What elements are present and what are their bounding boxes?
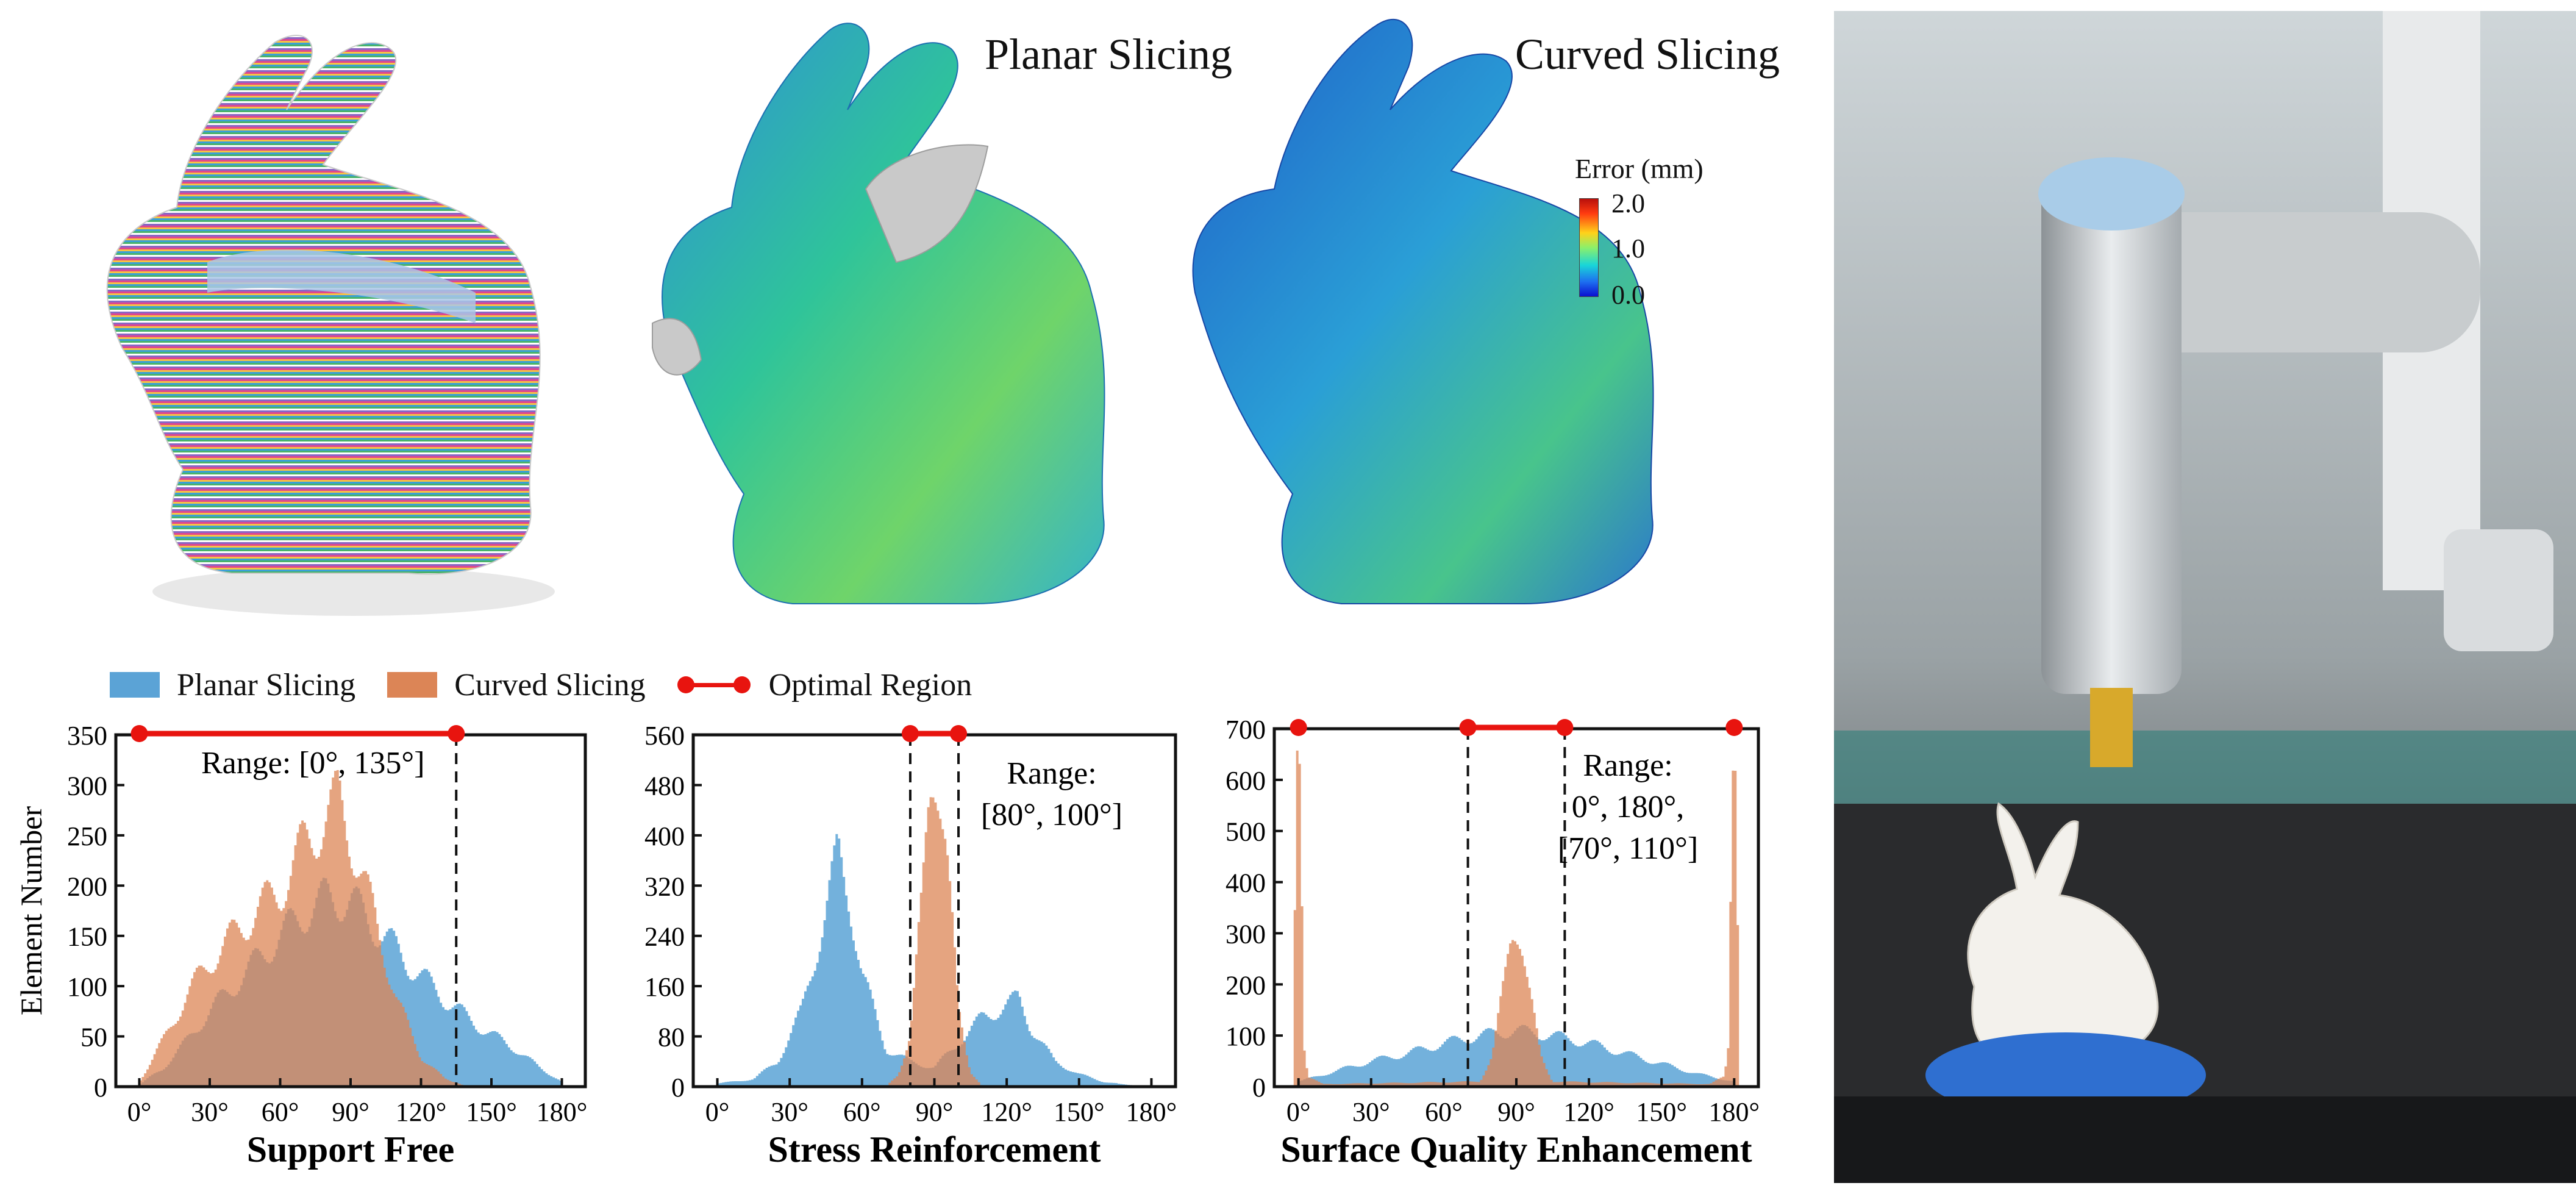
chart3-xtick-label: 60° bbox=[1425, 1097, 1463, 1127]
chart1-xtick-label: 30° bbox=[191, 1097, 229, 1127]
chart3-optimal-point bbox=[1556, 719, 1574, 736]
legend-curved-swatch bbox=[387, 672, 438, 698]
chart2-xtick-label: 120° bbox=[981, 1097, 1032, 1127]
chart3-ytick-label: 300 bbox=[1226, 919, 1266, 949]
chart2-xtick-label: 0° bbox=[705, 1097, 730, 1127]
chart1-ytick-label: 150 bbox=[67, 922, 107, 952]
chart3-optimal-point bbox=[1725, 719, 1743, 736]
chart2-ytick-label: 400 bbox=[644, 821, 685, 851]
legend-curved-label: Curved Slicing bbox=[454, 667, 646, 702]
chart2-xtick-label: 180° bbox=[1126, 1097, 1177, 1127]
legend-optimal-label: Optimal Region bbox=[768, 667, 972, 702]
chart1-optimal-point bbox=[130, 725, 148, 742]
chart1-xtick-label: 0° bbox=[127, 1097, 152, 1127]
chart1-xtick-label: 90° bbox=[332, 1097, 369, 1127]
chart3-ytick-label: 200 bbox=[1226, 970, 1266, 1000]
chart2-series-curved-slicing bbox=[693, 797, 1176, 1087]
chart1-xtick-label: 180° bbox=[537, 1097, 588, 1127]
chart1-ylabel: Element Number bbox=[14, 806, 48, 1015]
chart2-series-planar-slicing bbox=[693, 834, 1176, 1087]
curved-slicing-title: Curved Slicing bbox=[1515, 30, 1780, 79]
chart3-xtick-label: 90° bbox=[1497, 1097, 1535, 1127]
chart-legend: Planar Slicing Curved Slicing Optimal Re… bbox=[110, 663, 1004, 706]
chart3-ytick-label: 0 bbox=[1252, 1073, 1266, 1103]
chart2-xtick-label: 30° bbox=[771, 1097, 808, 1127]
colorbar-tick-mid: 1.0 bbox=[1611, 234, 1645, 263]
chart1-range-label: Range: [0°, 135°] bbox=[201, 746, 425, 781]
histogram-charts: 0 50 100 150 200 250 300 350 0° 30° 60° 90° 120° 150°… bbox=[14, 715, 1760, 1170]
chart3-range-label: Range: bbox=[1583, 748, 1672, 783]
chart2-ytick-label: 320 bbox=[644, 871, 685, 901]
colorbar-tick-max: 2.0 bbox=[1611, 188, 1645, 218]
layered-bunny-image bbox=[106, 35, 555, 616]
chart2-ytick-label: 560 bbox=[644, 721, 685, 751]
legend-optimal-marker bbox=[677, 673, 751, 697]
chart1-title: Support Free bbox=[247, 1129, 455, 1170]
chart3-xtick-label: 30° bbox=[1352, 1097, 1390, 1127]
chart1-ytick-label: 0 bbox=[94, 1073, 107, 1103]
chart2-ytick-label: 80 bbox=[658, 1023, 685, 1053]
curved-error-bunny-body bbox=[1192, 18, 1654, 604]
planar-error-bunny-image bbox=[652, 23, 1105, 604]
chart3-title: Surface Quality Enhancement bbox=[1280, 1129, 1752, 1170]
chart3-xtick-label: 180° bbox=[1708, 1097, 1760, 1127]
chart1-ytick-label: 250 bbox=[67, 821, 107, 851]
chart1-xtick-label: 60° bbox=[262, 1097, 299, 1127]
layered-bunny-body bbox=[106, 35, 541, 575]
chart3-ytick-label: 100 bbox=[1226, 1021, 1266, 1051]
chart3-series-curved-slicing bbox=[1274, 750, 1758, 1087]
chart3-ytick-label: 500 bbox=[1226, 817, 1266, 847]
chart3-xtick-label: 150° bbox=[1636, 1097, 1687, 1127]
legend-planar-label: Planar Slicing bbox=[177, 667, 356, 702]
legend-planar-swatch bbox=[110, 672, 160, 698]
chart1-ytick-label: 300 bbox=[67, 771, 107, 801]
chart3-xtick-label: 0° bbox=[1286, 1097, 1311, 1127]
chart1-ytick-label: 100 bbox=[67, 972, 107, 1002]
chart1-ytick-label: 350 bbox=[67, 721, 107, 751]
chart2-ytick-label: 0 bbox=[671, 1073, 685, 1103]
legend-curved: Curved Slicing bbox=[387, 667, 646, 703]
robot-printing-photo bbox=[1834, 11, 2576, 1183]
chart2-xtick-label: 60° bbox=[843, 1097, 881, 1127]
chart3-range-label: [70°, 110°] bbox=[1558, 831, 1698, 866]
error-colorbar bbox=[1579, 198, 1599, 297]
chart2-range-label: Range: bbox=[1007, 756, 1096, 791]
robot-tool-head bbox=[2041, 170, 2182, 694]
colorbar-title: Error (mm) bbox=[1575, 153, 1704, 184]
chart3-optimal-point bbox=[1290, 719, 1307, 736]
chart1-series-curved-slicing bbox=[116, 770, 585, 1087]
chart2-xtick-label: 90° bbox=[916, 1097, 954, 1127]
chart3-optimal-point bbox=[1459, 719, 1477, 736]
chart2-range-label: [80°, 100°] bbox=[981, 798, 1122, 832]
chart2-title: Stress Reinforcement bbox=[768, 1129, 1101, 1170]
chart1-optimal-point bbox=[448, 725, 465, 742]
colorbar-tick-min: 0.0 bbox=[1611, 280, 1645, 310]
chart2-ytick-label: 160 bbox=[644, 972, 685, 1002]
chart2-optimal-point bbox=[950, 725, 968, 742]
legend-optimal: Optimal Region bbox=[677, 667, 972, 703]
curved-error-bunny-image bbox=[1192, 18, 1654, 604]
chart3-range-label: 0°, 180°, bbox=[1572, 790, 1685, 824]
chart1-ytick-label: 50 bbox=[80, 1023, 107, 1053]
chart1-xtick-label: 120° bbox=[396, 1097, 447, 1127]
chart3-xtick-label: 120° bbox=[1563, 1097, 1614, 1127]
chart2-xtick-label: 150° bbox=[1054, 1097, 1105, 1127]
legend-planar: Planar Slicing bbox=[110, 667, 355, 703]
chart2-optimal-point bbox=[901, 725, 919, 742]
chart3-ytick-label: 600 bbox=[1226, 766, 1266, 796]
chart3-ytick-label: 700 bbox=[1226, 715, 1266, 745]
planar-slicing-title: Planar Slicing bbox=[985, 30, 1232, 79]
chart2-ytick-label: 240 bbox=[644, 922, 685, 952]
chart1-ytick-label: 200 bbox=[67, 871, 107, 901]
chart1-xtick-label: 150° bbox=[466, 1097, 517, 1127]
chart2-ytick-label: 480 bbox=[644, 771, 685, 801]
chart3-ytick-label: 400 bbox=[1226, 868, 1266, 898]
